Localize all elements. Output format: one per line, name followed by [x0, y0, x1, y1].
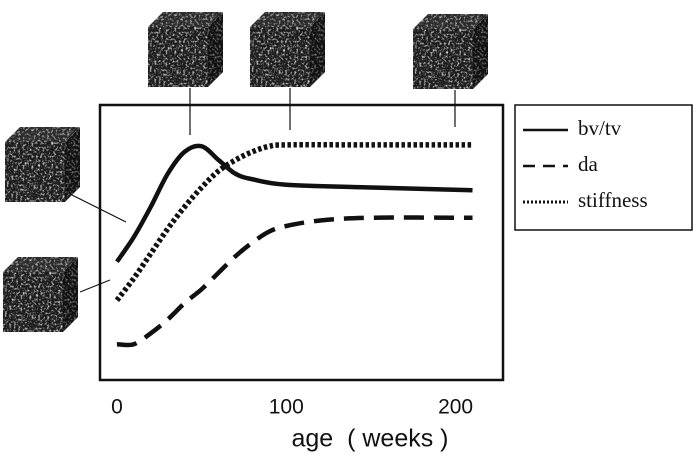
cube-image: [5, 127, 80, 202]
cube-image: [413, 14, 488, 89]
micro-ct-cubes: [3, 12, 488, 332]
x-tick-label: 200: [438, 396, 473, 419]
series-line: [117, 146, 473, 262]
x-tick-label: 0: [111, 396, 123, 419]
series-line: [117, 218, 473, 346]
x-axis-label: age ( weeks ): [291, 425, 448, 453]
cube-image: [148, 12, 223, 87]
connector: [80, 280, 110, 292]
chart: age ( weeks ) 0 100 200 bv/tv da stiffness: [0, 0, 700, 460]
x-tick-label: 100: [269, 396, 304, 419]
cube-image: [3, 257, 78, 332]
cube-image: [250, 12, 325, 87]
legend-label: stiffness: [578, 188, 648, 212]
legend-label: bv/tv: [578, 116, 622, 140]
legend-label: da: [578, 152, 599, 176]
